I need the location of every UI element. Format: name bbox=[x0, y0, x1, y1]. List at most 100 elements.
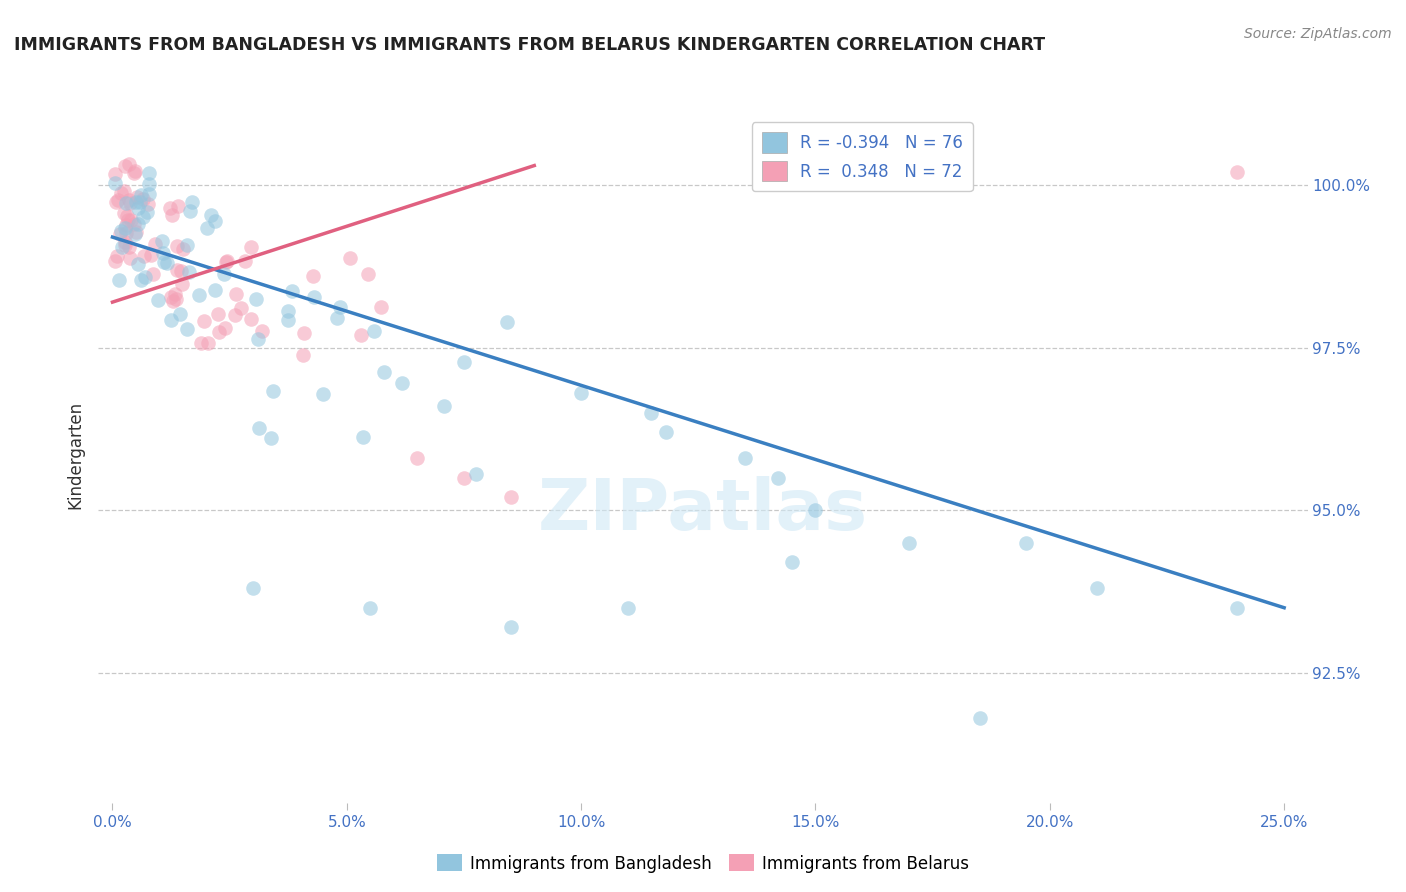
Point bbox=[115, 209, 138, 223]
Point bbox=[212, 267, 235, 281]
Point bbox=[195, 221, 218, 235]
Point bbox=[250, 324, 273, 338]
Point bbox=[114, 221, 136, 235]
Point bbox=[453, 355, 475, 369]
Point bbox=[326, 311, 349, 326]
Point bbox=[114, 159, 136, 173]
Point bbox=[260, 431, 283, 445]
Point bbox=[225, 287, 247, 301]
Point bbox=[179, 204, 201, 219]
Point bbox=[200, 208, 222, 222]
Point bbox=[138, 187, 160, 202]
Point bbox=[969, 711, 991, 725]
Point bbox=[114, 226, 136, 240]
Point bbox=[204, 213, 226, 227]
Point bbox=[302, 290, 325, 304]
Point bbox=[247, 421, 270, 435]
Point bbox=[352, 430, 374, 444]
Point bbox=[357, 267, 380, 281]
Point bbox=[292, 326, 315, 340]
Point bbox=[465, 467, 488, 482]
Point bbox=[215, 254, 238, 268]
Point bbox=[496, 315, 519, 329]
Point bbox=[127, 218, 149, 232]
Point bbox=[432, 399, 454, 413]
Point bbox=[152, 245, 174, 260]
Point bbox=[181, 195, 204, 210]
Point bbox=[499, 490, 522, 504]
Point bbox=[150, 234, 173, 248]
Point bbox=[262, 384, 284, 398]
Point bbox=[240, 311, 263, 326]
Point bbox=[129, 272, 152, 286]
Point bbox=[1226, 165, 1249, 179]
Point bbox=[207, 307, 229, 321]
Point bbox=[166, 262, 188, 277]
Point bbox=[166, 199, 188, 213]
Point bbox=[121, 213, 143, 227]
Point bbox=[1226, 600, 1249, 615]
Point bbox=[132, 210, 155, 224]
Point bbox=[127, 201, 149, 215]
Y-axis label: Kindergarten: Kindergarten bbox=[66, 401, 84, 509]
Point bbox=[105, 195, 128, 210]
Point bbox=[160, 290, 183, 304]
Point bbox=[617, 600, 640, 615]
Point bbox=[125, 225, 148, 239]
Point bbox=[780, 555, 803, 569]
Point bbox=[104, 176, 127, 190]
Point bbox=[162, 293, 184, 308]
Point bbox=[114, 218, 136, 232]
Point bbox=[105, 249, 128, 263]
Point bbox=[170, 264, 193, 278]
Point bbox=[1015, 535, 1038, 549]
Text: ZIPatlas: ZIPatlas bbox=[538, 476, 868, 545]
Point bbox=[247, 332, 270, 346]
Point bbox=[134, 269, 156, 284]
Point bbox=[292, 348, 315, 362]
Point bbox=[350, 327, 373, 342]
Point bbox=[118, 240, 141, 254]
Point bbox=[136, 204, 159, 219]
Point bbox=[153, 255, 176, 269]
Point bbox=[115, 196, 138, 211]
Point bbox=[159, 201, 181, 215]
Point bbox=[898, 535, 921, 549]
Point bbox=[640, 406, 662, 420]
Point bbox=[107, 194, 129, 208]
Point bbox=[139, 248, 162, 262]
Legend: R = -0.394   N = 76, R =  0.348   N = 72: R = -0.394 N = 76, R = 0.348 N = 72 bbox=[752, 122, 973, 191]
Point bbox=[190, 335, 212, 350]
Point bbox=[302, 269, 325, 284]
Point bbox=[124, 227, 146, 241]
Point bbox=[172, 242, 194, 256]
Point bbox=[176, 237, 198, 252]
Point bbox=[136, 197, 159, 211]
Point bbox=[176, 322, 198, 336]
Point bbox=[146, 293, 169, 308]
Text: Source: ZipAtlas.com: Source: ZipAtlas.com bbox=[1244, 27, 1392, 41]
Point bbox=[114, 237, 136, 252]
Point bbox=[766, 471, 789, 485]
Point bbox=[110, 186, 132, 201]
Point bbox=[117, 193, 139, 207]
Point bbox=[359, 600, 381, 615]
Point bbox=[654, 425, 676, 439]
Point bbox=[143, 237, 166, 252]
Point bbox=[125, 190, 148, 204]
Point bbox=[112, 206, 135, 220]
Point bbox=[499, 620, 522, 634]
Point bbox=[127, 257, 149, 271]
Point bbox=[339, 252, 361, 266]
Point bbox=[132, 192, 155, 206]
Point bbox=[122, 217, 145, 231]
Point bbox=[391, 376, 413, 391]
Point bbox=[110, 227, 132, 241]
Point bbox=[373, 366, 395, 380]
Point bbox=[129, 195, 152, 210]
Text: IMMIGRANTS FROM BANGLADESH VS IMMIGRANTS FROM BELARUS KINDERGARTEN CORRELATION C: IMMIGRANTS FROM BANGLADESH VS IMMIGRANTS… bbox=[14, 36, 1045, 54]
Point bbox=[242, 581, 264, 595]
Point bbox=[214, 321, 236, 335]
Point bbox=[245, 292, 267, 306]
Point bbox=[117, 213, 139, 227]
